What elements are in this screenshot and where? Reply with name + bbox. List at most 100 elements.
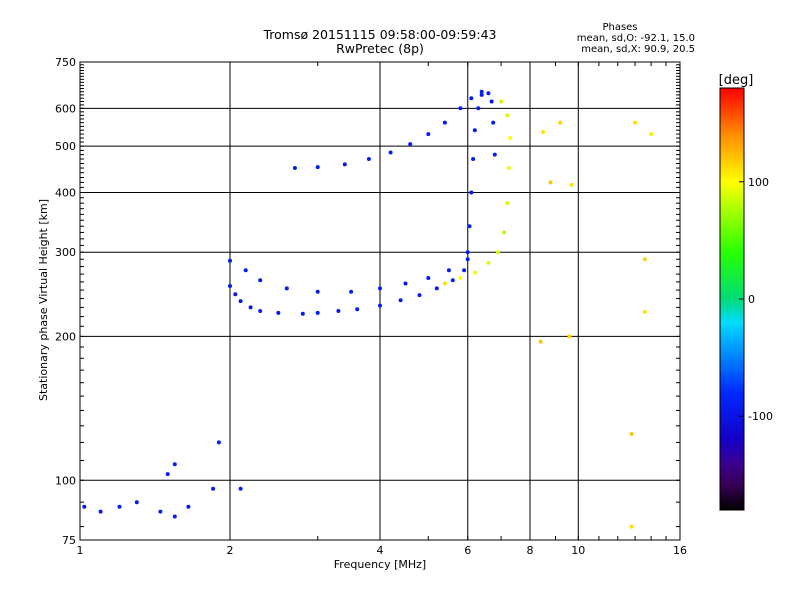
data-point — [489, 99, 494, 104]
colorbar: 100 0 -100 — [719, 87, 773, 511]
y-tick-label: 600 — [55, 102, 76, 115]
data-point — [172, 514, 177, 519]
data-point — [366, 157, 371, 161]
series-5 — [82, 440, 243, 519]
data-point — [258, 309, 263, 313]
data-point — [479, 89, 484, 94]
x-tick-label: 10 — [571, 544, 585, 557]
data-point — [403, 281, 408, 286]
data-point — [506, 166, 511, 170]
data-point — [248, 305, 253, 310]
series-0 — [228, 268, 467, 316]
data-point — [541, 130, 546, 135]
data-point — [486, 260, 491, 265]
data-point — [469, 190, 474, 195]
y-tick-label: 100 — [55, 474, 76, 487]
data-point — [465, 257, 470, 262]
y-tick-label: 750 — [55, 56, 76, 69]
data-point — [633, 120, 638, 125]
data-point — [315, 165, 320, 170]
y-tick-label: 200 — [55, 330, 76, 343]
data-point — [499, 99, 504, 104]
x-tick-label: 1 — [77, 544, 84, 557]
series-3 — [292, 89, 484, 170]
y-tick-label: 75 — [62, 534, 76, 547]
data-point — [172, 462, 177, 467]
x-tick-label: 4 — [377, 544, 384, 557]
data-point — [315, 310, 320, 315]
colorbar-tick-label: 100 — [748, 176, 769, 189]
data-point — [276, 310, 281, 315]
data-point — [467, 224, 472, 229]
data-point — [629, 432, 634, 436]
y-tick-label: 400 — [55, 186, 76, 199]
data-point — [442, 120, 447, 125]
colorbar-tick-label: -100 — [748, 410, 773, 423]
data-point — [629, 524, 634, 529]
series-6 — [538, 120, 654, 529]
chart-subtitle: RwPretec (8p) — [336, 41, 424, 56]
data-point — [243, 268, 248, 273]
data-point — [349, 289, 354, 294]
data-point — [496, 250, 500, 255]
data-point — [476, 106, 481, 111]
data-point — [505, 113, 510, 118]
data-point — [355, 307, 360, 312]
data-point — [378, 286, 382, 291]
y-tick-label: 500 — [55, 140, 76, 153]
data-point — [479, 92, 484, 97]
data-point — [388, 150, 393, 155]
series-1 — [228, 257, 470, 294]
data-point — [228, 258, 232, 263]
data-point — [462, 268, 467, 273]
data-point — [471, 157, 476, 161]
data-point — [417, 293, 422, 298]
data-point — [446, 268, 451, 273]
y-tick-label: 300 — [55, 246, 76, 259]
chart-title: Tromsø 20151115 09:58:00-09:59:43 — [263, 27, 497, 42]
data-point — [300, 311, 305, 316]
x-tick-label: 16 — [673, 544, 687, 557]
data-point — [98, 509, 103, 514]
phase-x-stats: mean, sd,X: 90.9, 20.5 — [581, 44, 695, 55]
data-point — [238, 299, 243, 304]
phase-o-stats: mean, sd,O: -92.1, 15.0 — [576, 33, 695, 44]
data-point — [378, 303, 382, 308]
data-point — [408, 142, 413, 147]
data-point — [426, 276, 431, 280]
data-point — [502, 230, 507, 235]
colorbar-label: [deg] — [719, 73, 754, 88]
data-point — [465, 250, 470, 255]
data-points — [82, 89, 654, 529]
data-point — [284, 286, 289, 291]
data-point — [82, 504, 87, 509]
data-point — [505, 201, 510, 206]
data-point — [315, 289, 320, 294]
axis-ticks: 1 2 4 6 8 10 16 75 100 200 300 400 500 600 750 — [55, 56, 687, 557]
data-point — [558, 120, 563, 125]
colorbar-tick-label: 0 — [748, 293, 755, 306]
data-point — [508, 136, 513, 140]
data-point — [216, 440, 221, 445]
data-point — [472, 128, 477, 133]
phase-title: Phases — [602, 22, 638, 33]
data-point — [134, 500, 139, 505]
data-point — [442, 281, 447, 286]
plot-area — [79, 61, 681, 541]
data-point — [186, 504, 191, 509]
data-point — [233, 292, 238, 297]
data-point — [469, 96, 474, 101]
data-point — [117, 504, 122, 509]
x-tick-label: 2 — [227, 544, 234, 557]
data-point — [649, 132, 654, 137]
data-point — [228, 284, 232, 288]
data-point — [342, 162, 347, 167]
series-2 — [465, 91, 497, 255]
x-axis-label: Frequency [MHz] — [334, 558, 426, 571]
data-point — [492, 152, 497, 157]
data-point — [292, 166, 297, 170]
series-4 — [442, 99, 513, 286]
data-point — [567, 334, 572, 339]
x-tick-label: 6 — [464, 544, 471, 557]
data-point — [450, 278, 455, 283]
